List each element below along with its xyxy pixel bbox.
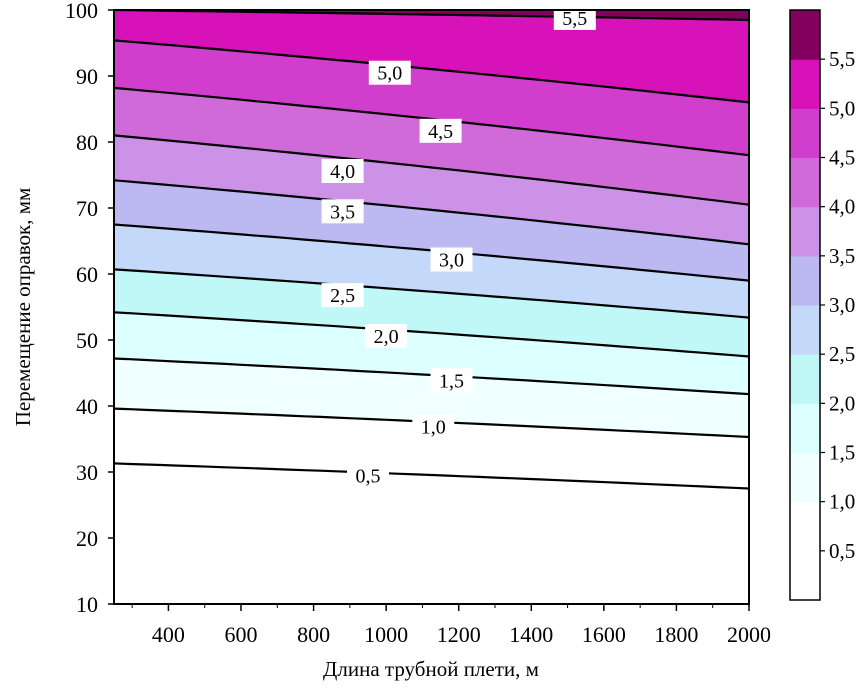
- y-tick-label: 80: [76, 130, 98, 155]
- contour-label: 4,5: [428, 121, 453, 143]
- colorbar-segment: [790, 551, 820, 601]
- x-tick-label: 800: [297, 622, 330, 647]
- contour-label: 3,5: [330, 201, 355, 223]
- colorbar-tick-label: 3,5: [829, 244, 855, 268]
- colorbar: 0,5 1,0 1,5 2,0 2,5 3,0 3,5 4,0 4,5 5,0 5,5: [790, 10, 855, 601]
- y-axis-title: Перемещение оправок, мм: [11, 188, 35, 427]
- x-axis-ticks: 400 600 800 1000 1200 1400 1600 1800 2000: [132, 604, 771, 647]
- x-tick-label: 1000: [364, 622, 408, 647]
- colorbar-segment: [790, 158, 820, 208]
- colorbar-tick-label: 5,0: [829, 96, 855, 120]
- x-tick-label: 1400: [509, 622, 553, 647]
- colorbar-segment: [790, 207, 820, 257]
- x-tick-label: 400: [152, 622, 185, 647]
- y-tick-label: 30: [76, 460, 98, 485]
- contour-label: 2,5: [330, 285, 355, 307]
- colorbar-segment: [790, 256, 820, 306]
- colorbar-tick-label: 0,5: [829, 539, 855, 563]
- y-tick-label: 40: [76, 394, 98, 419]
- colorbar-tick-label: 1,0: [829, 490, 855, 514]
- contour-label: 0,5: [356, 465, 381, 487]
- y-axis-ticks: 10 20 30 40 50 60 70 80 90 100: [65, 0, 114, 617]
- colorbar-tick-label: 3,0: [829, 293, 855, 317]
- colorbar-segment: [790, 305, 820, 355]
- y-tick-label: 100: [65, 0, 98, 23]
- colorbar-tick-label: 4,0: [829, 195, 855, 219]
- colorbar-tick-label: 1,5: [829, 441, 855, 465]
- colorbar-tick-label: 4,5: [829, 146, 855, 170]
- contour-label: 3,0: [439, 250, 464, 272]
- x-tick-label: 1800: [654, 622, 698, 647]
- x-tick-label: 1200: [437, 622, 481, 647]
- colorbar-segment: [790, 403, 820, 453]
- colorbar-tick-label: 2,5: [829, 342, 855, 366]
- y-tick-label: 20: [76, 526, 98, 551]
- colorbar-tick-label: 5,5: [829, 47, 855, 71]
- y-tick-label: 90: [76, 64, 98, 89]
- x-tick-label: 600: [225, 622, 258, 647]
- contour-label: 5,5: [562, 8, 587, 30]
- y-tick-label: 50: [76, 328, 98, 353]
- contour-label: 5,0: [377, 63, 402, 85]
- y-tick-label: 10: [76, 592, 98, 617]
- contour-label: 4,0: [330, 161, 355, 183]
- colorbar-segment: [790, 59, 820, 109]
- contour-label: 2,0: [374, 326, 399, 348]
- y-tick-label: 70: [76, 196, 98, 221]
- y-tick-label: 60: [76, 262, 98, 287]
- colorbar-segment: [790, 502, 820, 552]
- contour-label: 1,0: [421, 417, 446, 439]
- contour-label: 1,5: [439, 370, 464, 392]
- x-tick-label: 2000: [727, 622, 771, 647]
- colorbar-segment: [790, 453, 820, 503]
- colorbar-tick-label: 2,0: [829, 391, 855, 415]
- colorbar-segment: [790, 10, 820, 60]
- x-axis-title: Длина трубной плети, м: [323, 657, 539, 681]
- colorbar-segment: [790, 354, 820, 404]
- x-tick-label: 1600: [582, 622, 626, 647]
- colorbar-segment: [790, 108, 820, 158]
